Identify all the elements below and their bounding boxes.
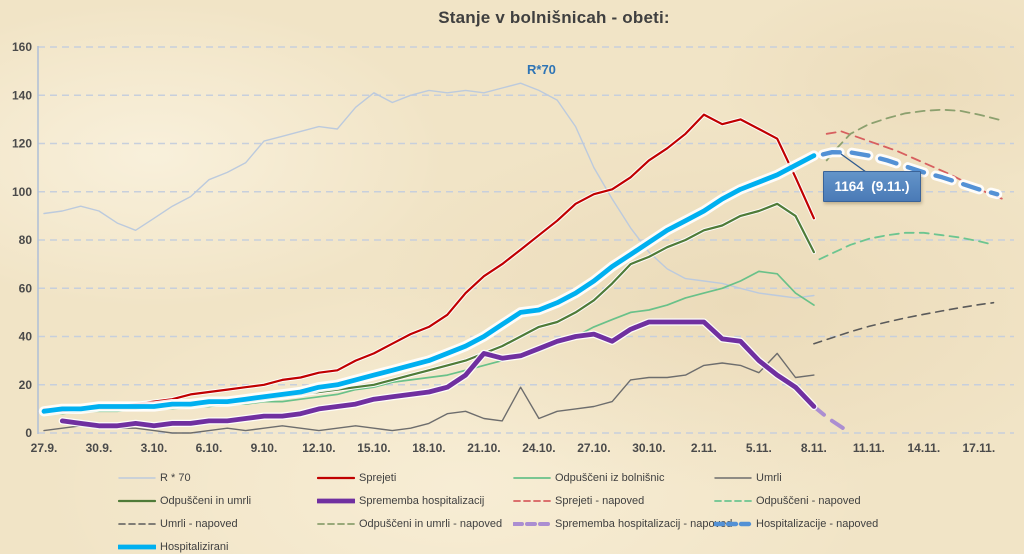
chart-title: Stanje v bolnišnicah - obeti: xyxy=(438,8,670,27)
y-tick-label: 120 xyxy=(12,137,32,151)
y-tick-label: 0 xyxy=(25,426,32,440)
series-glow-sprememba xyxy=(58,318,818,430)
x-tick-label: 30.10. xyxy=(632,441,665,455)
series-sprememba_napoved xyxy=(811,404,846,431)
annotation-callout: 1164 (9.11.) xyxy=(823,171,921,202)
x-tick-label: 2.11. xyxy=(691,441,717,455)
x-tick-label: 27.10. xyxy=(577,441,610,455)
y-tick-label: 60 xyxy=(19,281,33,295)
x-tick-label: 8.11. xyxy=(801,441,827,455)
x-tick-label: 30.9. xyxy=(86,441,113,455)
series-hospitalizirani xyxy=(41,153,817,414)
series-umrli xyxy=(43,352,815,434)
x-tick-label: 11.11. xyxy=(853,441,885,455)
x-tick-label: 17.11. xyxy=(962,441,995,455)
x-tick-label: 14.11. xyxy=(907,441,940,455)
series-r70 xyxy=(43,82,815,299)
x-tick-label: 24.10. xyxy=(522,441,555,455)
x-tick-label: 3.10. xyxy=(141,441,168,455)
series-sprememba xyxy=(59,319,817,429)
y-tick-label: 140 xyxy=(12,88,32,102)
x-tick-label: 21.10. xyxy=(467,441,500,455)
x-tick-label: 27.9. xyxy=(31,441,58,455)
r70-series-label: R*70 xyxy=(527,62,556,77)
annotation-leader-line xyxy=(840,153,867,173)
series-glow-odpusceni_in_umrli xyxy=(41,201,816,414)
series-umrli_napoved xyxy=(813,301,995,345)
x-tick-label: 12.10. xyxy=(302,441,335,455)
x-tick-label: 18.10. xyxy=(412,441,445,455)
y-tick-label: 80 xyxy=(19,233,33,247)
x-tick-label: 6.10. xyxy=(196,441,223,455)
x-tick-label: 15.10. xyxy=(357,441,390,455)
y-tick-label: 160 xyxy=(12,40,32,54)
series-glow-sprejeti xyxy=(41,112,816,414)
x-tick-label: 9.10. xyxy=(251,441,278,455)
series-odpusceni_napoved xyxy=(818,231,995,261)
series-hospitalizacije_napoved xyxy=(820,150,1000,197)
y-tick-label: 20 xyxy=(19,378,33,392)
y-tick-label: 100 xyxy=(12,185,32,199)
y-tick-label: 40 xyxy=(19,330,33,344)
series-glow-hospitalizirani xyxy=(38,150,820,417)
series-odpusceni_in_umrli_napoved xyxy=(825,108,1004,162)
x-tick-label: 5.11. xyxy=(746,441,772,455)
series-sprejeti xyxy=(42,113,815,413)
